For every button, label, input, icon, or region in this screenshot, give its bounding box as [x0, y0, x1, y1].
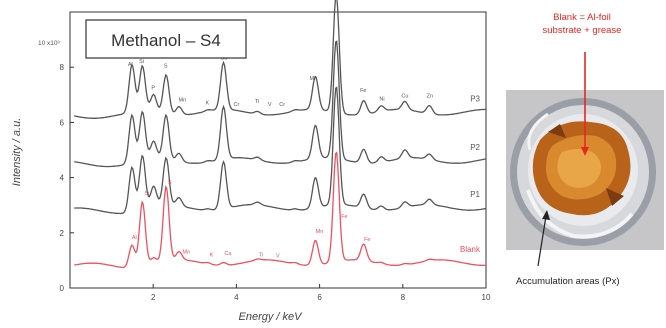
- plot-frame: [69, 11, 487, 289]
- peak-label-p3: P: [151, 85, 155, 91]
- peak-label-blank: Mn: [316, 229, 324, 235]
- y-tick-label: 4: [60, 174, 65, 183]
- peak-label-blank: K: [209, 252, 213, 258]
- series-label-blank: Blank: [460, 245, 481, 254]
- y-tick-label: 2: [60, 229, 65, 238]
- blank-note-line1: Blank = Al-foil: [553, 12, 611, 23]
- peak-label-p3: Ni: [379, 97, 384, 103]
- x-tick-label: 2: [151, 293, 156, 302]
- x-tick-label: 6: [317, 293, 322, 302]
- blank-note-line2: substrate + grease: [543, 25, 622, 36]
- peak-label-p3: S: [164, 64, 168, 70]
- series-label-p1: P1: [470, 190, 480, 199]
- y-tick-label: 6: [60, 118, 65, 127]
- peak-label-p3: Cu: [401, 94, 408, 100]
- peak-label-p3: Fe: [360, 88, 366, 94]
- chart-title: Methanol – S4: [111, 31, 221, 50]
- spectra-series: Blank P1 P2 P3: [74, 0, 487, 269]
- peak-label-blank: Ti: [259, 252, 263, 258]
- axis-text: 2 4 6 8 10 0 2 4 6 8: [60, 63, 491, 302]
- y-tick-label: 0: [60, 284, 65, 293]
- x-tick-label: 8: [401, 293, 406, 302]
- peak-label-p3: Si: [139, 59, 144, 65]
- peak-label-blank: Ca: [224, 251, 232, 257]
- peak-label-p3: Al: [128, 62, 133, 68]
- peak-label-p3: Mn: [310, 76, 318, 82]
- chart-title-box: Methanol – S4: [85, 19, 247, 59]
- accum-arrow: [537, 215, 547, 267]
- peak-label-p3: K: [205, 100, 209, 106]
- blank-arrowhead: [581, 147, 589, 156]
- peak-label-blank: Fe: [364, 237, 370, 243]
- series-line-p3: [74, 0, 486, 119]
- y-axis-label: Intensity / a.u.: [11, 118, 23, 186]
- x-tick-label: 4: [234, 293, 239, 302]
- peak-label-p3: Cr: [279, 102, 285, 108]
- y-tick-label: 8: [60, 63, 65, 72]
- peak-label-blank: Si: [144, 191, 149, 197]
- peak-label-p3: Zn: [427, 94, 433, 100]
- plot-border: [69, 11, 487, 289]
- accum-arrowhead: [542, 210, 550, 220]
- x-tick-label: 10: [482, 293, 491, 302]
- peak-label-p3: Ti: [255, 99, 259, 105]
- peak-label-p3: Mn: [178, 98, 186, 104]
- sample-photo: [506, 90, 664, 250]
- peak-label-p3: V: [268, 102, 272, 108]
- series-label-p3: P3: [470, 95, 480, 104]
- accumulation-note: Accumulation areas (Px): [516, 276, 619, 287]
- series-line-p1: [74, 86, 487, 215]
- series-line-p2: [74, 40, 487, 168]
- peak-label-blank: Al: [132, 235, 137, 241]
- peak-label-p3: Cr: [233, 102, 239, 108]
- series-label-p2: P2: [470, 143, 480, 152]
- peak-label-blank: V: [276, 254, 280, 260]
- peak-label-blank: S: [168, 180, 172, 186]
- x-axis-label: Energy / keV: [239, 311, 304, 323]
- peak-label-blank: Fe: [341, 214, 347, 220]
- peak-label-blank: Mn: [182, 249, 190, 255]
- y-axis-multiplier: 10 x10³: [38, 40, 61, 47]
- series-line-blank: [74, 151, 487, 269]
